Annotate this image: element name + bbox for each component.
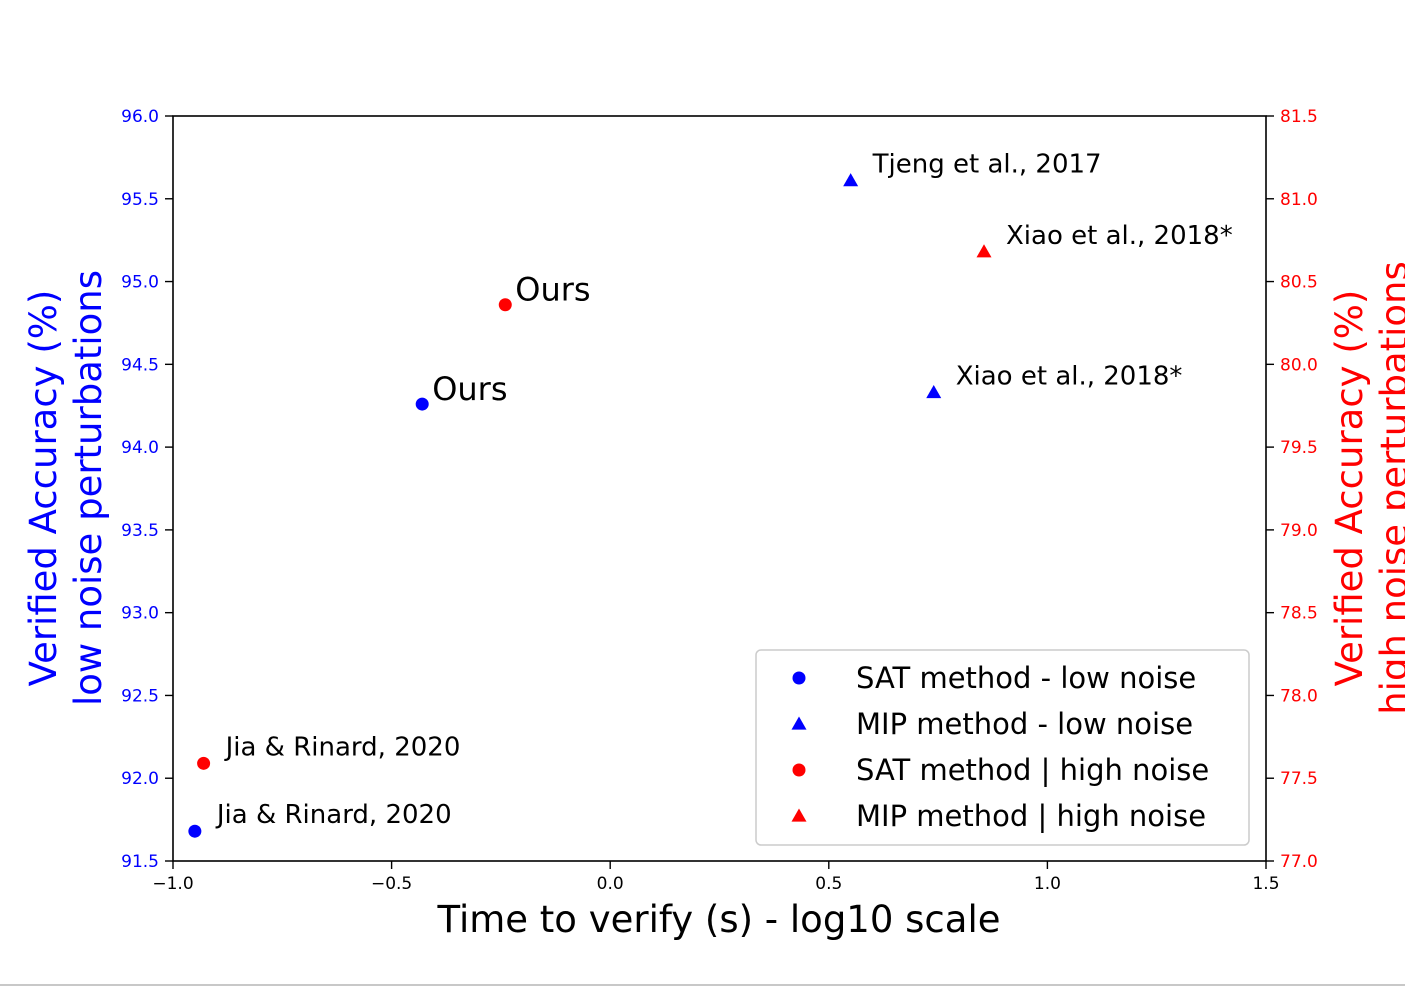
right-y-tick-label: 78.5: [1280, 604, 1318, 624]
right-y-tick-label: 77.5: [1280, 769, 1318, 789]
data-point-triangle: [926, 384, 942, 399]
data-point-circle: [415, 397, 429, 411]
right-y-tick-label: 79.5: [1280, 438, 1318, 458]
points-layer: [188, 173, 992, 838]
left-y-tick-label: 94.5: [121, 355, 159, 375]
x-tick-label: 0.5: [815, 874, 842, 894]
left-axis-label: Verified Accuracy (%) low noise perturba…: [22, 270, 110, 706]
legend-marker: [791, 716, 807, 730]
left-axis-label-line1: Verified Accuracy (%): [22, 290, 65, 687]
x-axis-label: Time to verify (s) - log10 scale: [436, 898, 1000, 941]
point-annotation: Xiao et al., 2018*: [956, 361, 1183, 391]
left-y-tick-label: 93.0: [121, 604, 159, 624]
left-y-tick-label: 92.5: [121, 686, 159, 706]
right-y-tick-label: 79.0: [1280, 521, 1318, 541]
right-y-tick-label: 81.0: [1280, 190, 1318, 210]
x-tick-label: 1.0: [1034, 874, 1061, 894]
left-y-tick-label: 95.5: [121, 190, 159, 210]
annotations-layer: Ours Jia & Rinard, 2020 Tjeng et al., 2017…: [215, 150, 1233, 831]
right-axis-label-line1: Verified Accuracy (%): [1328, 290, 1371, 687]
right-y-tick-label: 81.5: [1280, 107, 1318, 127]
right-y-tick-label: 80.0: [1280, 355, 1318, 375]
legend-marker: [792, 763, 806, 777]
tick-layer: −1.0 −0.5 0.0 0.5 1.0 1.5 91.5 92.0 92.5 93.0 93.5…: [121, 107, 1318, 894]
point-annotation: Xiao et al., 2018*: [1006, 221, 1233, 251]
x-tick-label: 0.0: [597, 874, 624, 894]
legend-box: [755, 649, 1250, 846]
data-point-circle: [197, 756, 211, 770]
left-y-tick-label: 91.5: [121, 852, 159, 872]
left-y-tick-label: 92.0: [121, 769, 159, 789]
legend-entry-label: SAT method - low noise: [856, 661, 1196, 695]
legend-marker: [791, 808, 807, 822]
point-annotation: Jia & Rinard, 2020: [224, 732, 461, 762]
left-axis-label-line2: low noise perturbations: [67, 270, 110, 706]
left-y-tick-label: 94.0: [121, 438, 159, 458]
left-y-tick-label: 96.0: [121, 107, 159, 127]
x-tick-label: −0.5: [371, 874, 412, 894]
plot-frame: [172, 115, 1267, 862]
legend-entry-label: SAT method | high noise: [856, 753, 1209, 787]
right-y-tick-label: 80.5: [1280, 273, 1318, 293]
legend: SAT method - low noise MIP method - low n…: [755, 649, 1250, 846]
point-annotation: Tjeng et al., 2017: [872, 150, 1102, 180]
right-axis-label-line2: high noise perturbations: [1373, 261, 1405, 715]
left-y-tick-label: 95.0: [121, 273, 159, 293]
legend-entry-label: MIP method - low noise: [856, 707, 1193, 741]
data-point-triangle: [976, 244, 992, 258]
right-axis-label: Verified Accuracy (%) high noise perturb…: [1328, 261, 1405, 715]
data-point-circle: [498, 298, 512, 312]
bottom-rule: [0, 984, 1405, 986]
point-annotation: Ours: [432, 370, 507, 408]
legend-entry-label: MIP method | high noise: [856, 799, 1206, 833]
data-point-circle: [188, 824, 202, 838]
data-point-triangle: [843, 173, 859, 187]
right-y-tick-label: 77.0: [1280, 852, 1318, 872]
x-tick-label: −1.0: [152, 874, 193, 894]
legend-marker: [792, 671, 806, 685]
left-y-tick-label: 93.5: [121, 521, 159, 541]
point-annotation: Jia & Rinard, 2020: [215, 800, 452, 830]
point-annotation: Ours: [515, 271, 590, 309]
x-tick-label: 1.5: [1252, 874, 1279, 894]
right-y-tick-label: 78.0: [1280, 686, 1318, 706]
